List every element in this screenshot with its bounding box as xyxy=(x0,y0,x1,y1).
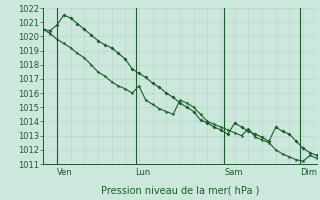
Text: Pression niveau de la mer( hPa ): Pression niveau de la mer( hPa ) xyxy=(101,186,259,196)
Text: Sam: Sam xyxy=(224,168,243,177)
Text: Lun: Lun xyxy=(136,168,151,177)
Text: Ven: Ven xyxy=(57,168,73,177)
Text: Dim: Dim xyxy=(300,168,317,177)
